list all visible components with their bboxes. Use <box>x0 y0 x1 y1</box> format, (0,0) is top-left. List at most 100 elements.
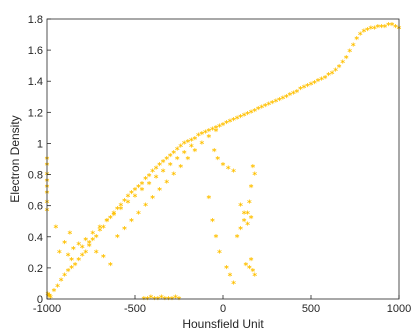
data-point: * <box>228 118 233 128</box>
data-point: * <box>244 261 249 271</box>
data-point: * <box>221 121 226 131</box>
data-point: * <box>273 98 278 108</box>
data-point: * <box>57 249 62 259</box>
data-point: * <box>189 143 194 153</box>
data-point: * <box>259 104 264 114</box>
y-tick-label: 0.2 <box>28 263 43 275</box>
data-point: * <box>217 249 222 259</box>
data-point: * <box>157 162 162 172</box>
data-point: * <box>94 249 99 259</box>
data-point: * <box>291 90 296 100</box>
data-point: * <box>150 194 155 204</box>
data-point: * <box>97 224 102 234</box>
data-point: * <box>207 194 212 204</box>
data-point: * <box>280 95 285 105</box>
data-point: * <box>182 140 187 150</box>
data-point: * <box>252 107 257 117</box>
data-point: * <box>80 252 85 262</box>
data-point: * <box>298 86 303 96</box>
data-point: * <box>129 190 134 200</box>
data-point: * <box>143 176 148 186</box>
data-point: * <box>69 257 74 267</box>
x-tick-label: -500 <box>124 303 146 315</box>
x-tick-label: 0 <box>220 303 226 315</box>
data-point: * <box>203 129 208 139</box>
data-point: * <box>133 187 138 197</box>
data-point: * <box>126 199 131 209</box>
data-point: * <box>62 272 67 282</box>
data-point: * <box>80 244 85 254</box>
data-point: * <box>196 132 201 142</box>
data-point: * <box>249 215 254 225</box>
data-point: * <box>226 165 231 175</box>
data-point: * <box>133 193 138 203</box>
data-point: * <box>46 292 51 302</box>
data-point: * <box>126 193 131 203</box>
data-point: * <box>168 162 173 172</box>
data-point: * <box>247 264 252 274</box>
data-point: * <box>235 115 240 125</box>
data-point: * <box>161 159 166 169</box>
y-tick-label: 1.6 <box>28 45 43 57</box>
data-point: * <box>76 241 81 251</box>
data-point: * <box>249 257 254 267</box>
data-point: * <box>122 198 127 208</box>
x-tick-label: 1000 <box>387 303 411 315</box>
data-point: * <box>122 226 127 236</box>
data-point: * <box>288 92 293 102</box>
data-point: * <box>224 264 229 274</box>
data-point: * <box>379 23 384 33</box>
data-point: * <box>47 292 52 302</box>
data-point: * <box>83 249 88 259</box>
data-point: * <box>214 128 219 138</box>
y-tick-label: 1.8 <box>28 14 43 26</box>
data-point: * <box>112 212 117 222</box>
data-point: * <box>242 210 247 220</box>
data-point: * <box>175 156 180 166</box>
data-point: * <box>252 171 257 181</box>
data-point: * <box>312 79 317 89</box>
data-point: * <box>104 218 109 228</box>
data-point: * <box>319 76 324 86</box>
data-point: * <box>97 227 102 237</box>
data-point: * <box>214 233 219 243</box>
data-point: * <box>337 64 342 74</box>
data-point: * <box>192 148 197 158</box>
data-point: * <box>46 291 51 301</box>
data-point: * <box>119 205 124 215</box>
data-point: * <box>215 156 220 166</box>
data-point: * <box>136 184 141 194</box>
data-point: * <box>140 187 145 197</box>
data-point: * <box>143 202 148 212</box>
data-point: * <box>73 261 78 271</box>
data-point: * <box>354 36 359 46</box>
data-point: * <box>231 117 236 127</box>
data-point: * <box>164 156 169 166</box>
data-point: * <box>200 140 205 150</box>
data-point: * <box>242 218 247 228</box>
data-point: * <box>83 236 88 246</box>
data-point: * <box>62 240 67 250</box>
data-point: * <box>141 296 146 306</box>
data-point: * <box>263 103 268 113</box>
data-point: * <box>108 215 113 225</box>
data-point: * <box>330 70 335 80</box>
data-point: * <box>207 128 212 138</box>
data-point: * <box>161 168 166 178</box>
data-point: * <box>154 174 159 184</box>
data-point: * <box>129 218 134 228</box>
data-point: * <box>238 114 243 124</box>
data-point: * <box>305 82 310 92</box>
data-point: * <box>163 296 168 306</box>
data-point: * <box>247 199 252 209</box>
data-point: * <box>87 240 92 250</box>
data-point: * <box>214 124 219 134</box>
data-point: * <box>90 236 95 246</box>
data-point: * <box>270 100 275 110</box>
data-point: * <box>238 202 243 212</box>
data-point: * <box>242 112 247 122</box>
data-point: * <box>166 296 171 306</box>
data-point: * <box>302 84 307 94</box>
data-point: * <box>152 296 157 306</box>
data-point: * <box>252 272 257 282</box>
